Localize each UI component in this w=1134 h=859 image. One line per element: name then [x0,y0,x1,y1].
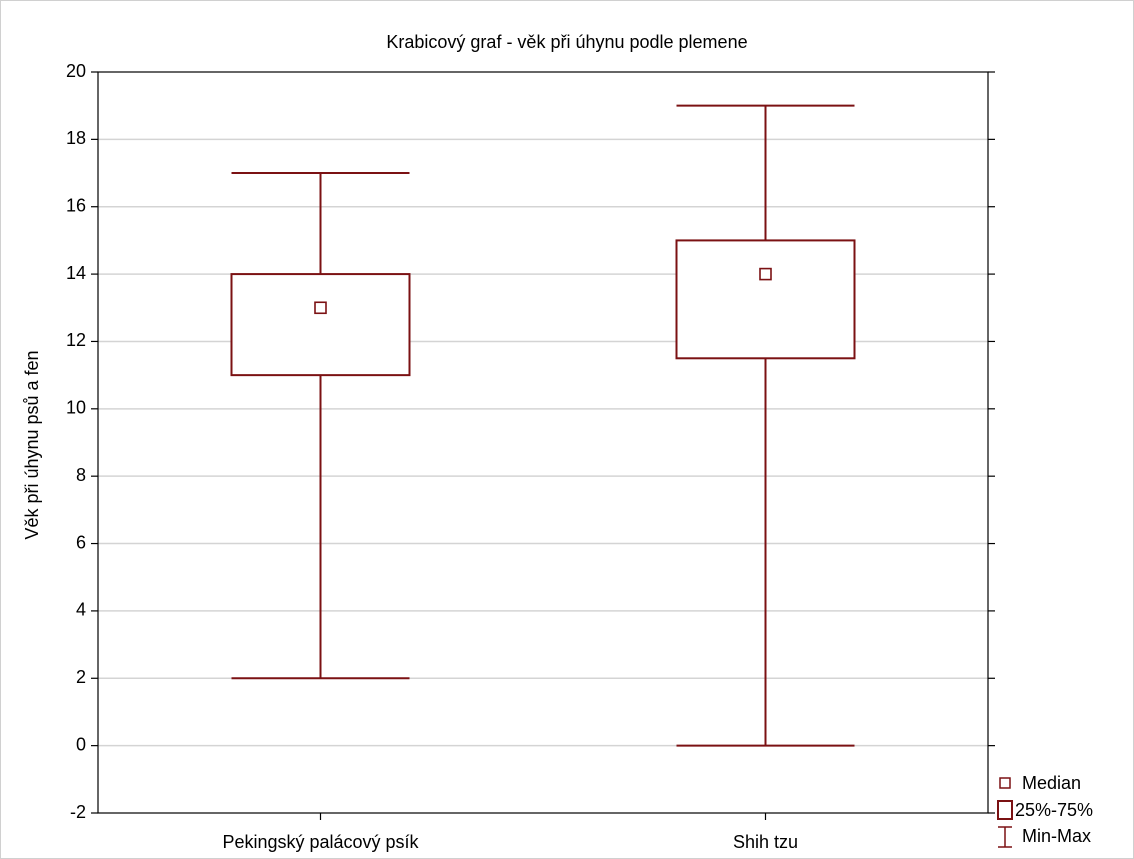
y-tick-label: 20 [66,61,86,81]
y-axis-label: Věk při úhynu psů a fen [22,350,42,539]
legend-label: Median [1022,773,1081,793]
chart-title: Krabicový graf - věk při úhynu podle ple… [386,32,747,52]
y-tick-label: 4 [76,600,86,620]
legend-box-icon [997,800,1013,820]
median [314,301,327,315]
y-tick-label: 8 [76,465,86,485]
y-tick-label: 16 [66,195,86,215]
y-tick-label: 14 [66,263,86,283]
legend-label: Min-Max [1022,826,1091,846]
box [675,239,856,360]
median [759,267,772,281]
y-tick-label: 0 [76,734,86,754]
x-tick-label: Shih tzu [733,832,798,852]
y-tick-label: 18 [66,128,86,148]
legend-label: 25%-75% [1015,800,1093,820]
plot-area [97,71,989,814]
y-tick-label: -2 [70,802,86,822]
box [230,273,411,377]
y-tick-label: 12 [66,330,86,350]
y-tick-label: 6 [76,532,86,552]
x-tick-label: Pekingský palácový psík [222,832,419,852]
y-tick-label: 2 [76,667,86,687]
y-tick-label: 10 [66,398,86,418]
legend-median-icon [999,777,1011,789]
